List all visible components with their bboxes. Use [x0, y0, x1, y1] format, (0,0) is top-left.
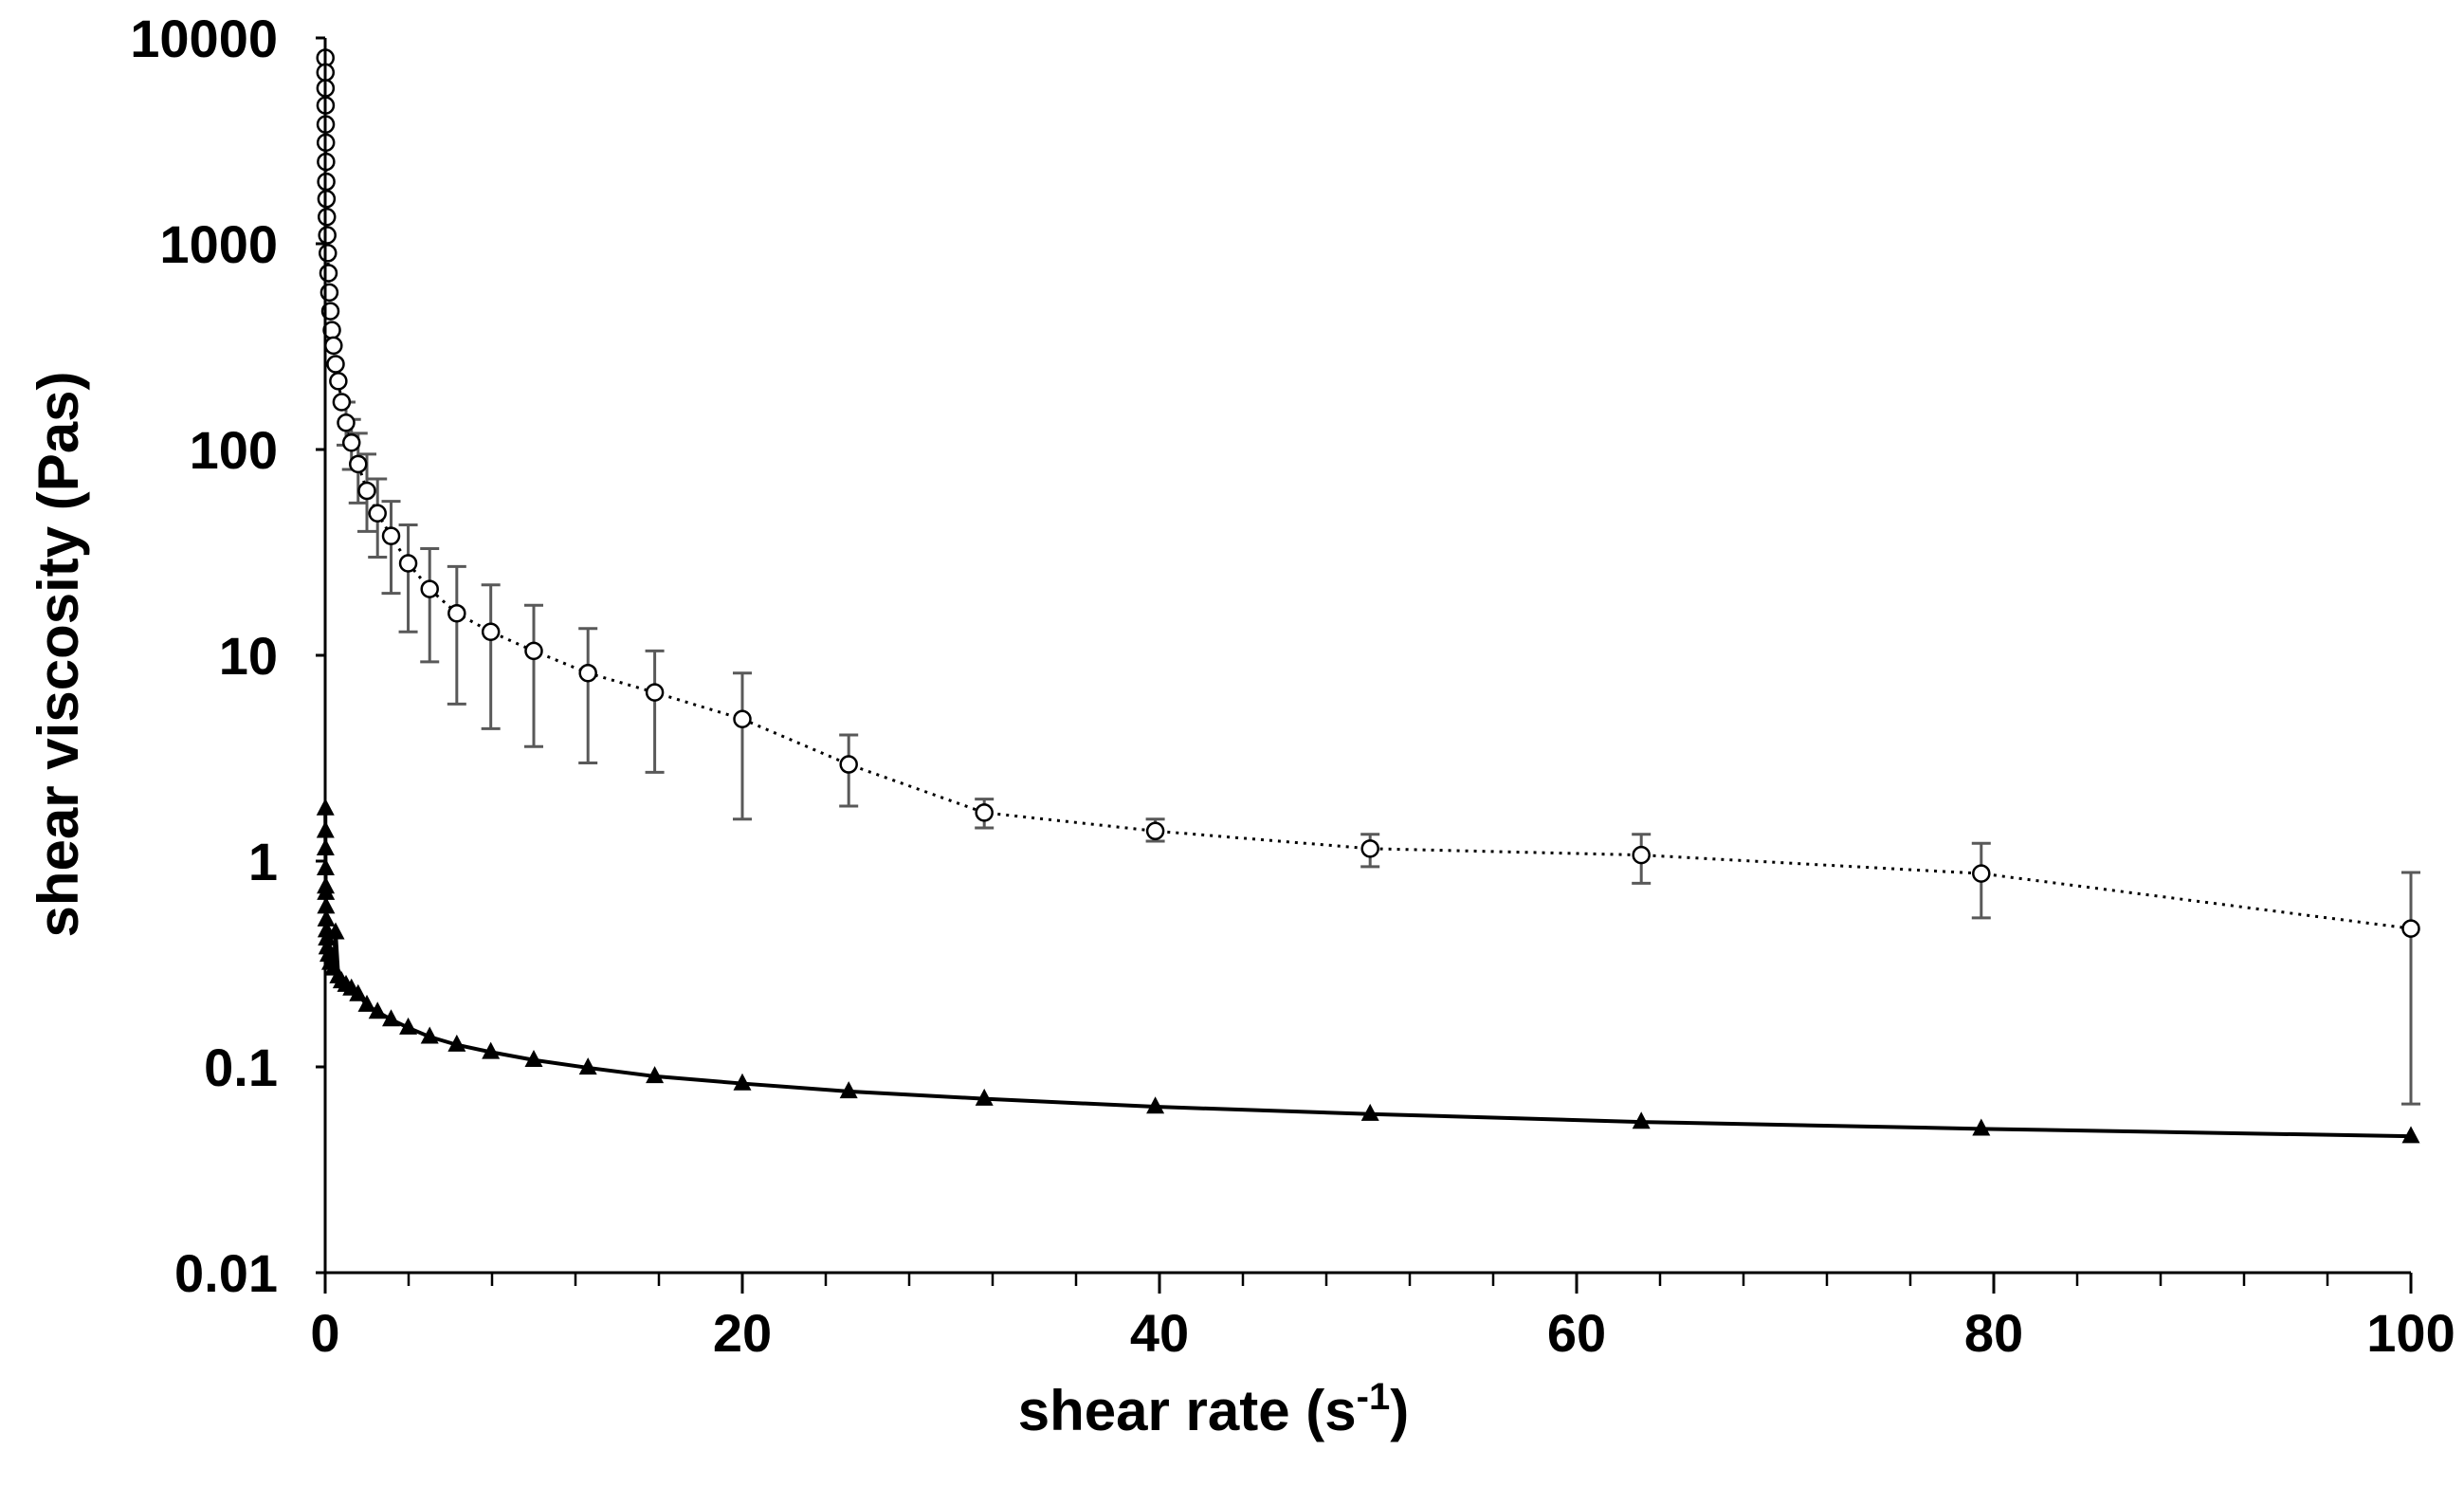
y-tick-label: 10 — [219, 626, 278, 686]
data-point — [318, 937, 337, 955]
data-point — [839, 1081, 858, 1099]
data-point — [1146, 1096, 1165, 1114]
data-point — [399, 1017, 418, 1035]
series-1 — [316, 48, 2420, 1106]
data-point — [318, 226, 337, 245]
x-tick-label: 60 — [1547, 1303, 1606, 1363]
data-point — [975, 803, 994, 822]
data-point — [324, 336, 343, 356]
error-bar — [447, 564, 466, 706]
x-tick-label: 80 — [1964, 1303, 2023, 1363]
error-bar — [398, 523, 418, 633]
y-axis-title: shear viscosity (Pas) — [27, 372, 90, 938]
data-point — [317, 207, 337, 227]
data-point — [975, 1088, 994, 1106]
data-point — [1972, 864, 1991, 883]
data-point — [1632, 1111, 1651, 1129]
data-point — [326, 355, 345, 374]
error-bar — [733, 671, 752, 821]
data-point — [1145, 821, 1165, 841]
error-bar — [524, 603, 543, 748]
error-bar — [578, 627, 598, 764]
data-point — [337, 413, 356, 432]
data-point — [332, 393, 352, 412]
axes: 0.01 0.1 1 10 100 1000 10000 0 20 40 60 80 100 — [130, 9, 2455, 1363]
error-bar — [381, 500, 401, 596]
error-bar — [420, 546, 440, 664]
data-point — [646, 1066, 665, 1084]
data-point — [1360, 1103, 1379, 1121]
data-point — [329, 372, 348, 391]
data-point — [447, 603, 466, 623]
data-point — [357, 481, 376, 501]
data-point — [524, 641, 543, 661]
data-point — [341, 432, 361, 452]
data-point — [357, 994, 376, 1012]
y-tick-label: 10000 — [130, 9, 278, 68]
y-tick-label: 1 — [248, 832, 278, 891]
data-point — [318, 927, 337, 945]
y-tick-label: 100 — [190, 420, 278, 480]
data-point — [733, 709, 752, 728]
data-point — [482, 1041, 501, 1059]
data-point — [382, 1009, 401, 1027]
data-point — [481, 622, 501, 642]
data-point — [524, 1049, 543, 1067]
data-point — [368, 1001, 387, 1019]
data-point — [398, 554, 418, 573]
data-point — [2401, 1126, 2420, 1144]
data-point — [319, 283, 339, 303]
error-bar — [2401, 871, 2420, 1106]
data-point — [1972, 1118, 1991, 1136]
x-tick-label: 40 — [1130, 1303, 1189, 1363]
data-point — [2401, 919, 2420, 938]
y-tick-label: 1000 — [159, 214, 278, 274]
error-bar — [645, 649, 665, 774]
data-point — [319, 244, 338, 263]
data-point — [447, 1034, 466, 1052]
data-point — [1632, 845, 1651, 865]
data-point — [349, 454, 368, 474]
data-point — [420, 1026, 439, 1044]
x-axis-title: shear rate (s-1) — [1018, 1376, 1409, 1442]
error-bar — [481, 583, 501, 730]
x-tick-label: 20 — [713, 1303, 772, 1363]
data-point — [645, 683, 665, 702]
data-point — [381, 526, 401, 545]
data-point — [420, 579, 439, 598]
data-point — [578, 1057, 597, 1075]
data-point — [839, 755, 858, 774]
x-tick-label: 0 — [310, 1303, 339, 1363]
data-point — [349, 983, 368, 1001]
data-point — [326, 922, 345, 940]
x-tick-label: 100 — [2366, 1303, 2455, 1363]
data-point — [319, 264, 338, 283]
data-point — [1360, 839, 1379, 858]
y-tick-label: 0.1 — [204, 1037, 278, 1097]
y-tick-label: 0.01 — [174, 1243, 278, 1303]
data-point — [733, 1073, 752, 1091]
data-point — [578, 663, 597, 683]
data-point — [368, 504, 387, 523]
